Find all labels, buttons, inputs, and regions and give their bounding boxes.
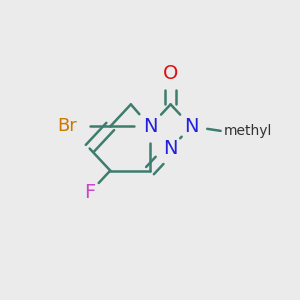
Text: N: N: [143, 117, 157, 136]
Text: methyl: methyl: [224, 124, 272, 138]
Text: O: O: [163, 64, 178, 83]
Text: N: N: [184, 117, 199, 136]
Text: Br: Br: [58, 117, 77, 135]
Text: F: F: [84, 183, 95, 202]
Text: N: N: [164, 139, 178, 158]
